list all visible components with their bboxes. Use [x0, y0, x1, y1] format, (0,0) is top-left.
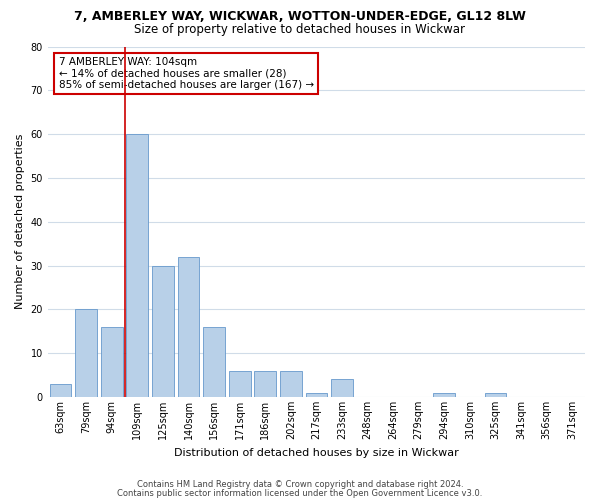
- Bar: [280, 370, 302, 397]
- Text: Contains HM Land Registry data © Crown copyright and database right 2024.: Contains HM Land Registry data © Crown c…: [137, 480, 463, 489]
- Bar: [127, 134, 148, 397]
- Bar: [254, 370, 276, 397]
- Text: Size of property relative to detached houses in Wickwar: Size of property relative to detached ho…: [134, 22, 466, 36]
- Bar: [331, 380, 353, 397]
- Bar: [50, 384, 71, 397]
- Bar: [152, 266, 174, 397]
- Y-axis label: Number of detached properties: Number of detached properties: [15, 134, 25, 310]
- Bar: [75, 310, 97, 397]
- Bar: [178, 257, 199, 397]
- Bar: [485, 392, 506, 397]
- Bar: [229, 370, 251, 397]
- Text: 7 AMBERLEY WAY: 104sqm
← 14% of detached houses are smaller (28)
85% of semi-det: 7 AMBERLEY WAY: 104sqm ← 14% of detached…: [59, 57, 314, 90]
- Text: 7, AMBERLEY WAY, WICKWAR, WOTTON-UNDER-EDGE, GL12 8LW: 7, AMBERLEY WAY, WICKWAR, WOTTON-UNDER-E…: [74, 10, 526, 23]
- Text: Contains public sector information licensed under the Open Government Licence v3: Contains public sector information licen…: [118, 488, 482, 498]
- Bar: [433, 392, 455, 397]
- Bar: [203, 327, 225, 397]
- Bar: [101, 327, 122, 397]
- X-axis label: Distribution of detached houses by size in Wickwar: Distribution of detached houses by size …: [174, 448, 459, 458]
- Bar: [305, 392, 327, 397]
